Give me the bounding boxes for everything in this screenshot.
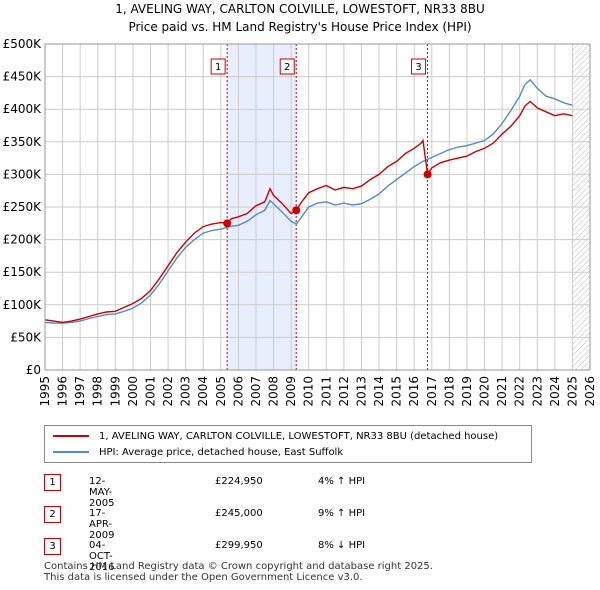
x-tick-label: 2011 [319, 376, 333, 407]
x-tick-label: 2015 [390, 376, 404, 407]
x-tick-label: 2005 [214, 376, 228, 407]
footer-copyright: Contains HM Land Registry data © Crown c… [44, 561, 433, 572]
x-tick-label: 2012 [337, 376, 351, 407]
x-tick-label: 1996 [56, 376, 70, 407]
transaction-price: £224,950 [215, 476, 263, 487]
legend-swatch-hpi [53, 451, 89, 453]
hpi-line [45, 78, 573, 324]
x-tick-label: 1998 [91, 376, 105, 407]
price-chart: £0 £50K £100K £150K £200K £250K £300K £350K £400… [3, 37, 597, 407]
property-price-line [45, 100, 573, 324]
x-tick-label: 2008 [267, 376, 281, 407]
x-tick-label: 2020 [478, 376, 492, 407]
y-tick-label: £400K [3, 102, 43, 116]
legend-swatch-property [53, 435, 89, 437]
sale-marker-number: 3 [415, 62, 421, 73]
y-tick-label: £450K [3, 70, 43, 84]
x-tick-label: 2000 [126, 376, 140, 407]
y-tick-label: £50K [10, 330, 42, 344]
legend-label-property: 1, AVELING WAY, CARLTON COLVILLE, LOWEST… [99, 430, 499, 442]
x-tick-label: 2021 [495, 376, 509, 407]
x-tick-label: 2006 [231, 376, 245, 407]
x-tick-label: 1995 [38, 376, 52, 407]
plot-frame [44, 43, 591, 371]
y-tick-label: £150K [3, 265, 43, 279]
legend-label-hpi: HPI: Average price, detached house, East… [99, 446, 344, 458]
x-tick-label: 2010 [302, 376, 316, 407]
x-tick-label: 2013 [354, 376, 368, 407]
x-tick-label: 2018 [442, 376, 456, 407]
transaction-hpi: 8% ↓ HPI [318, 540, 366, 551]
chart-subtitle: Price paid vs. HM Land Registry's House … [128, 20, 472, 34]
transaction-hpi: 9% ↑ HPI [318, 508, 366, 519]
transaction-price: £299,950 [215, 540, 263, 551]
x-tick-label: 2016 [407, 376, 421, 407]
x-tick-label: 2017 [425, 376, 439, 407]
sale-marker-number: 2 [284, 62, 290, 73]
chart-title: 1, AVELING WAY, CARLTON COLVILLE, LOWEST… [115, 2, 485, 16]
y-tick-label: £350K [3, 135, 43, 149]
x-tick-label: 2014 [372, 376, 386, 407]
y-tick-label: £200K [3, 233, 43, 247]
sale-marker-box [279, 58, 295, 75]
transaction-number: 3 [44, 538, 61, 555]
x-tick-label: 2007 [249, 376, 263, 407]
x-tick-label: 2009 [284, 376, 298, 407]
y-tick-label: £300K [3, 167, 43, 181]
legend-item-property: 1, AVELING WAY, CARLTON COLVILLE, LOWEST… [53, 428, 498, 444]
sale-marker-number: 1 [215, 62, 221, 73]
y-tick-label: £100K [3, 298, 43, 312]
x-tick-label: 2022 [513, 376, 527, 407]
transaction-date: 17-APR-2009 [89, 508, 115, 541]
x-tick-label: 2025 [565, 376, 579, 407]
transaction-number: 1 [44, 474, 61, 491]
transaction-price: £245,000 [215, 508, 263, 519]
transaction-date: 04-OCT-2016 [89, 540, 115, 573]
x-tick-label: 2026 [583, 376, 597, 407]
sale-point [292, 206, 301, 215]
sale-marker-box [411, 58, 427, 75]
x-tick-label: 2001 [143, 376, 157, 407]
x-tick-label: 2023 [530, 376, 544, 407]
y-tick-label: £0 [26, 363, 41, 377]
x-tick-label: 2004 [196, 376, 210, 407]
x-tick-label: 2002 [161, 376, 175, 407]
chart-legend: 1, AVELING WAY, CARLTON COLVILLE, LOWEST… [44, 425, 532, 463]
x-tick-label: 2019 [460, 376, 474, 407]
x-tick-label: 1999 [108, 376, 122, 407]
x-tick-label: 2024 [548, 376, 562, 407]
x-tick-label: 1997 [73, 376, 87, 407]
transaction-number: 2 [44, 506, 61, 523]
sale-marker-box [210, 58, 226, 75]
y-tick-label: £500K [3, 37, 43, 51]
y-tick-label: £250K [3, 200, 43, 214]
sale-point [423, 170, 432, 179]
x-tick-label: 2003 [179, 376, 193, 407]
sale-point [223, 219, 232, 228]
transaction-hpi: 4% ↑ HPI [318, 476, 366, 487]
transaction-date: 12-MAY-2005 [89, 476, 115, 509]
footer-license: This data is licensed under the Open Gov… [44, 572, 363, 583]
legend-item-hpi: HPI: Average price, detached house, East… [53, 444, 343, 460]
